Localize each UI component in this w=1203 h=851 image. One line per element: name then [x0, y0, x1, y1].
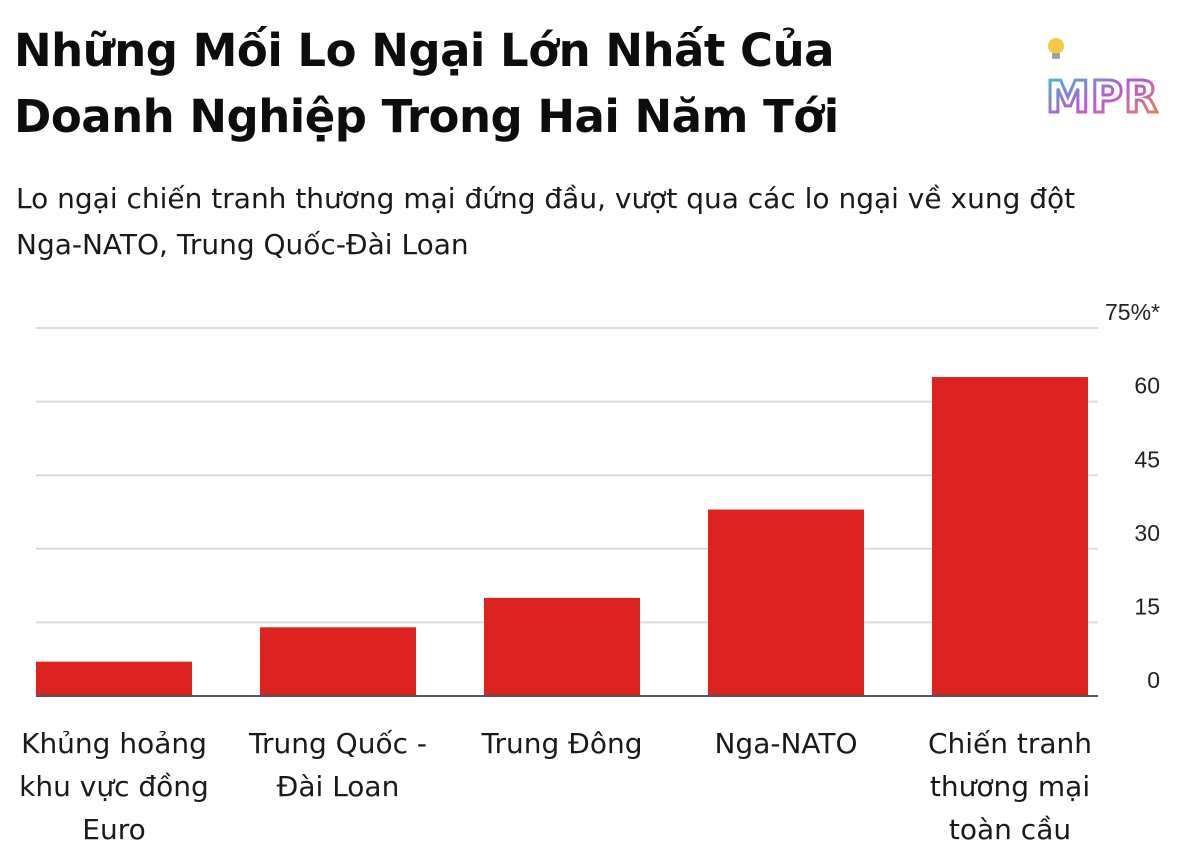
x-tick-label: Trung Đông: [481, 727, 643, 760]
bar: [932, 377, 1088, 696]
x-tick-label: Trung Quốc - Đài Loan: [249, 727, 427, 803]
logo-graphic: MPR: [1045, 38, 1159, 125]
bar: [260, 627, 416, 696]
x-tick-label: Khủng hoảng khu vực đồng Euro: [19, 727, 209, 846]
x-tick-label: Chiến tranh thương mại toàn cầu: [927, 727, 1093, 846]
logo-text: MPR: [1046, 72, 1159, 118]
y-tick-label: 45: [1134, 446, 1160, 472]
y-tick-label: 60: [1134, 373, 1160, 399]
bar: [36, 661, 192, 696]
bar: [484, 597, 640, 696]
bar: [708, 509, 864, 696]
y-tick-label: 0: [1147, 667, 1160, 693]
mpr-logo: MPR: [1040, 34, 1180, 125]
y-tick-label: 15: [1134, 593, 1160, 619]
x-tick-label: Nga-NATO: [714, 727, 858, 760]
chart-title: Những Mối Lo Ngại Lớn Nhất Của Doanh Ngh…: [14, 24, 839, 143]
lightbulb-icon: [1048, 38, 1064, 59]
y-tick-label: 30: [1134, 520, 1160, 546]
y-tick-label: 75%*: [1105, 299, 1160, 325]
chart-subtitle: Lo ngại chiến tranh thương mại đứng đầu,…: [16, 182, 1076, 261]
